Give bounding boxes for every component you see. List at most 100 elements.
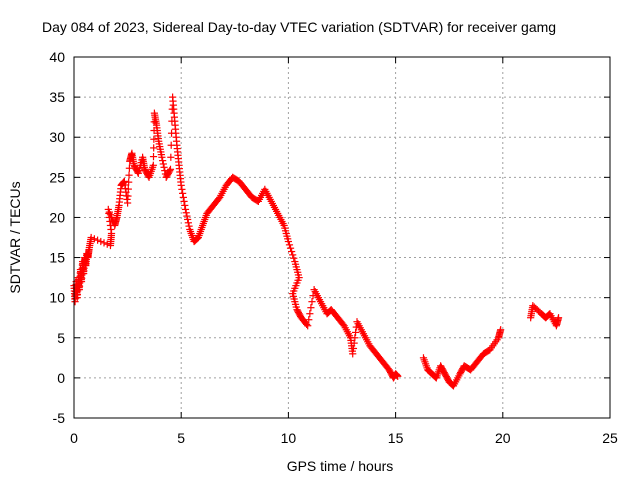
y-tick-label: 15 [49,250,65,266]
data-point [291,284,299,292]
y-tick-label: -5 [53,410,66,426]
y-tick-label: 40 [49,49,65,65]
data-point [292,263,300,271]
y-tick-label: 5 [57,330,65,346]
data-point [124,185,132,193]
data-point [292,282,300,290]
data-point [281,224,289,232]
data-point [166,167,174,175]
data-point [104,205,112,214]
chart-title: Day 084 of 2023, Sidereal Day-to-day VTE… [42,19,556,35]
data-point [281,227,290,235]
data-point [183,212,191,220]
x-tick-label: 20 [495,430,511,446]
data-point [125,178,133,186]
y-tick-label: 20 [49,209,65,225]
data-point [87,233,95,242]
data-point [124,192,132,200]
data-point [293,279,301,287]
data-point [135,167,143,175]
data-point [308,298,316,306]
data-point [125,171,133,179]
plot-frame [73,56,611,419]
data-point [158,153,166,161]
data-point [350,339,358,347]
x-tick-label: 25 [602,430,618,446]
data-point [351,328,360,337]
data-point [291,298,299,306]
data-point [290,295,298,303]
data-point [159,160,167,168]
data-point [167,141,175,149]
data-point [149,161,157,169]
data-point [180,197,188,205]
y-tick-label: 25 [49,169,65,185]
data-point [394,372,402,380]
data-point [282,229,290,238]
data-point [90,235,98,243]
x-tick-label: 5 [177,430,185,446]
data-point [349,344,358,353]
data-point [123,199,132,207]
data-point [294,268,302,276]
data-point [351,334,359,342]
data-point [307,304,315,312]
data-points [70,93,563,390]
y-tick-label: 30 [49,129,65,145]
data-point [136,164,144,172]
data-point [497,326,505,334]
data-point [150,144,158,152]
data-point [304,322,312,330]
data-point [295,274,303,282]
data-point [293,265,301,274]
data-point [159,157,167,165]
grid-lines [74,57,610,418]
data-point [125,164,133,172]
data-point [303,320,311,329]
data-point [185,222,193,230]
data-point [103,240,111,248]
data-point [181,201,189,210]
y-tick-label: 35 [49,89,65,105]
data-point [292,303,300,311]
x-tick-label: 10 [281,430,297,446]
data-point [166,165,175,173]
data-point [179,189,187,197]
data-point [100,239,108,247]
data-point [167,153,175,161]
data-point [291,257,299,266]
data-point [182,209,190,217]
data-point [106,211,115,219]
data-point [291,300,300,308]
data-point [181,205,190,214]
y-tick-label: 0 [57,370,65,386]
data-point [286,244,295,252]
data-point [179,193,187,201]
data-point [177,181,185,189]
x-tick-label: 15 [388,430,404,446]
data-point [349,350,357,358]
data-point [134,169,142,177]
data-point [554,314,563,322]
data-point [291,260,300,268]
data-point [290,254,298,262]
data-point [289,290,297,298]
data-point [288,247,296,256]
y-tick-label: 10 [49,290,65,306]
data-point [184,219,192,227]
x-axis-label: GPS time / hours [287,458,394,474]
data-point [97,237,105,246]
data-point [294,276,302,284]
data-point [306,310,314,318]
data-point [105,208,113,216]
data-point [184,215,192,224]
data-point [149,153,158,161]
data-point [284,237,292,246]
data-point [93,236,102,244]
data-point [305,316,313,324]
x-tick-label: 0 [70,430,78,446]
data-point [178,185,186,193]
data-point [284,235,292,243]
